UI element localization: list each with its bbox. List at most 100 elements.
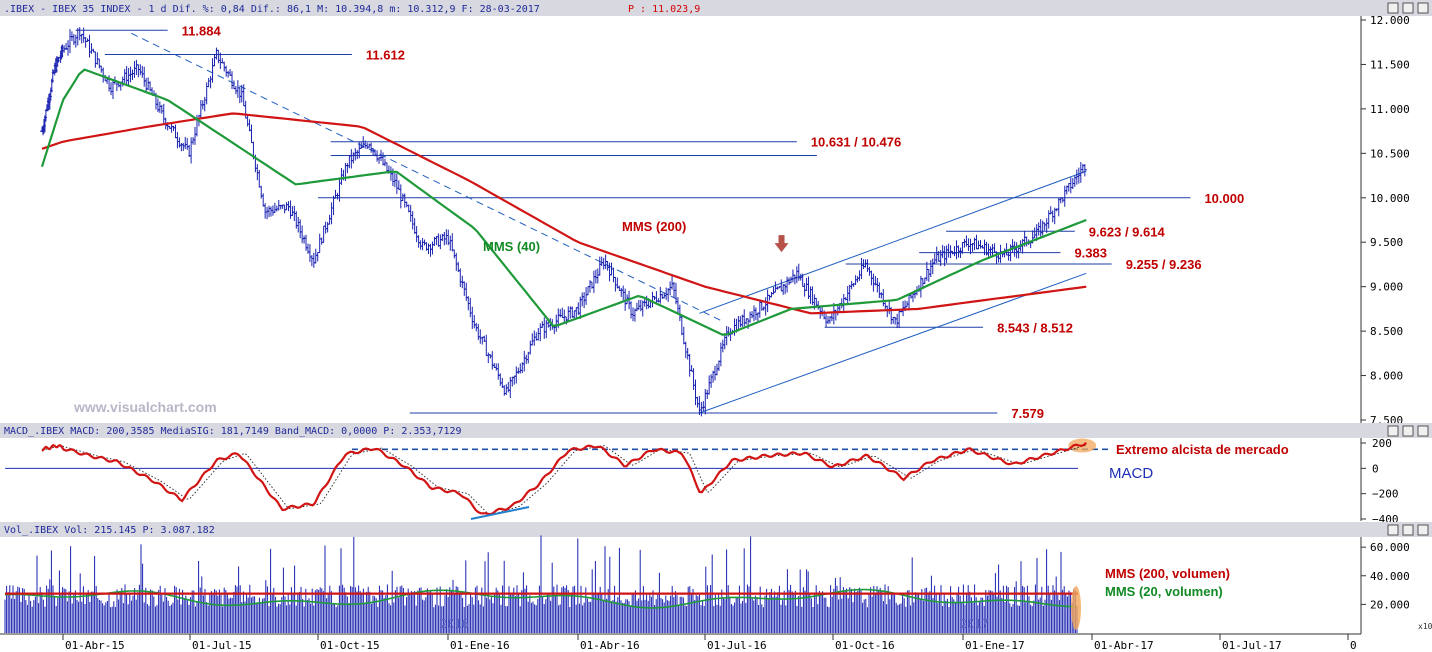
ohlc-bar	[140, 65, 145, 78]
ohlc-bar	[1042, 222, 1047, 231]
ohlc-bar	[206, 77, 211, 88]
ohlc-bar	[307, 244, 312, 262]
ohlc-bar	[1066, 183, 1071, 192]
macd-maximize-button[interactable]	[1402, 425, 1414, 437]
ohlc-bar	[430, 241, 435, 255]
ohlc-bar	[816, 301, 821, 310]
ohlc-bar	[591, 270, 596, 293]
ohlc-bar	[247, 119, 252, 132]
level-label: 11.884	[182, 23, 222, 38]
volume-minimize-button[interactable]	[1387, 524, 1399, 536]
ohlc-bar	[233, 86, 238, 95]
ohlc-bar	[755, 312, 760, 322]
ohlc-bar	[839, 298, 844, 309]
ohlc-bar	[630, 307, 635, 322]
ohlc-bar	[218, 52, 223, 70]
ohlc-bar	[347, 155, 352, 169]
ohlc-bar	[263, 203, 268, 219]
maximize-button[interactable]	[1402, 2, 1414, 14]
ohlc-bar	[829, 313, 834, 322]
ohlc-bar	[130, 69, 135, 80]
macd-close-button[interactable]	[1417, 425, 1429, 437]
price-y-tick-label: 8.000	[1370, 370, 1403, 383]
minimize-button[interactable]	[1387, 2, 1399, 14]
ohlc-bar	[142, 66, 147, 87]
ohlc-bar	[504, 384, 509, 395]
price-header: .IBEX - IBEX 35 INDEX - 1 d Dif. %: 0,84…	[4, 4, 540, 15]
ohlc-bar	[408, 204, 413, 222]
ohlc-bar	[265, 207, 270, 220]
ohlc-bar	[960, 242, 965, 254]
ohlc-bar	[157, 101, 162, 113]
macd-minimize-button[interactable]	[1387, 425, 1399, 437]
volume-maximize-button[interactable]	[1402, 524, 1414, 536]
ohlc-bar	[532, 330, 537, 346]
x-tick-label: 01-Oct-15	[320, 639, 380, 652]
ohlc-bar	[783, 283, 788, 295]
price-y-tick-label: 8.500	[1370, 325, 1403, 338]
down-arrow-icon	[774, 235, 789, 253]
level-label: 8.543 / 8.512	[997, 320, 1073, 335]
ohlc-bar	[302, 235, 307, 244]
ohlc-bar	[613, 276, 618, 292]
ohlc-bar	[897, 310, 902, 329]
ohlc-bar	[89, 43, 94, 54]
ohlc-bar	[470, 306, 475, 329]
x-axis: 01-Abr-15 01-Jul-15 01-Oct-15 01-Ene-16 01-A…	[0, 633, 1361, 652]
ohlc-bar	[885, 305, 890, 318]
ohlc-bar	[968, 238, 973, 255]
ohlc-bar	[771, 286, 776, 295]
ohlc-bar	[185, 138, 190, 150]
ohlc-bar	[802, 282, 807, 297]
ohlc-bar	[311, 252, 316, 268]
trendline	[699, 272, 1087, 414]
ohlc-bar	[95, 52, 100, 65]
volume-close-button[interactable]	[1417, 524, 1429, 536]
ohlc-bar	[724, 326, 729, 346]
ohlc-bar	[558, 309, 563, 318]
ohlc-bar	[763, 297, 768, 316]
close-button[interactable]	[1417, 2, 1429, 14]
ohlc-bar	[617, 285, 622, 291]
ohlc-bar	[855, 276, 860, 283]
ohlc-bar	[367, 143, 372, 149]
ohlc-bar	[290, 206, 295, 217]
ohlc-bar	[970, 243, 975, 252]
ohlc-bar	[934, 246, 939, 264]
ohlc-bar	[255, 164, 260, 181]
macd-y-tick-label: −200	[1372, 488, 1399, 501]
mms40-line	[40, 68, 1087, 336]
ohlc-bar	[175, 131, 180, 149]
ohlc-bar	[502, 385, 507, 396]
ohlc-bar	[952, 246, 957, 257]
ohlc-bar	[893, 316, 898, 325]
ohlc-bar	[930, 258, 935, 275]
ohlc-bar	[259, 185, 264, 199]
trendlines	[131, 32, 1087, 414]
ohlc-bar	[444, 229, 449, 245]
ohlc-bar	[193, 126, 198, 145]
ohlc-bar	[458, 268, 463, 287]
ohlc-bar	[410, 211, 415, 230]
year-mark-2016: 2016	[440, 617, 469, 631]
ohlc-bar	[650, 291, 655, 308]
extreme-label: Extremo alcista de mercado	[1116, 442, 1289, 457]
ohlc-bar	[773, 281, 778, 293]
macd-header-bar	[0, 423, 1432, 438]
ohlc-bar	[480, 336, 485, 345]
ohlc-bar	[845, 286, 850, 306]
ohlc-bar	[1038, 219, 1043, 237]
ohlc-bar	[713, 365, 718, 381]
ohlc-bar	[695, 396, 700, 408]
ohlc-bar	[333, 189, 338, 199]
ohlc-bar	[494, 363, 499, 371]
x-tick-label: 01-Jul-16	[707, 639, 767, 652]
ohlc-bar	[189, 137, 194, 164]
ohlc-bar	[673, 282, 678, 305]
ohlc-bar	[966, 238, 971, 251]
ohlc-bar	[790, 269, 795, 283]
ohlc-bar	[597, 256, 602, 276]
ohlc-bar	[593, 269, 598, 284]
ohlc-bar	[584, 287, 589, 305]
x-tick-label: 01-Abr-17	[1094, 639, 1154, 652]
